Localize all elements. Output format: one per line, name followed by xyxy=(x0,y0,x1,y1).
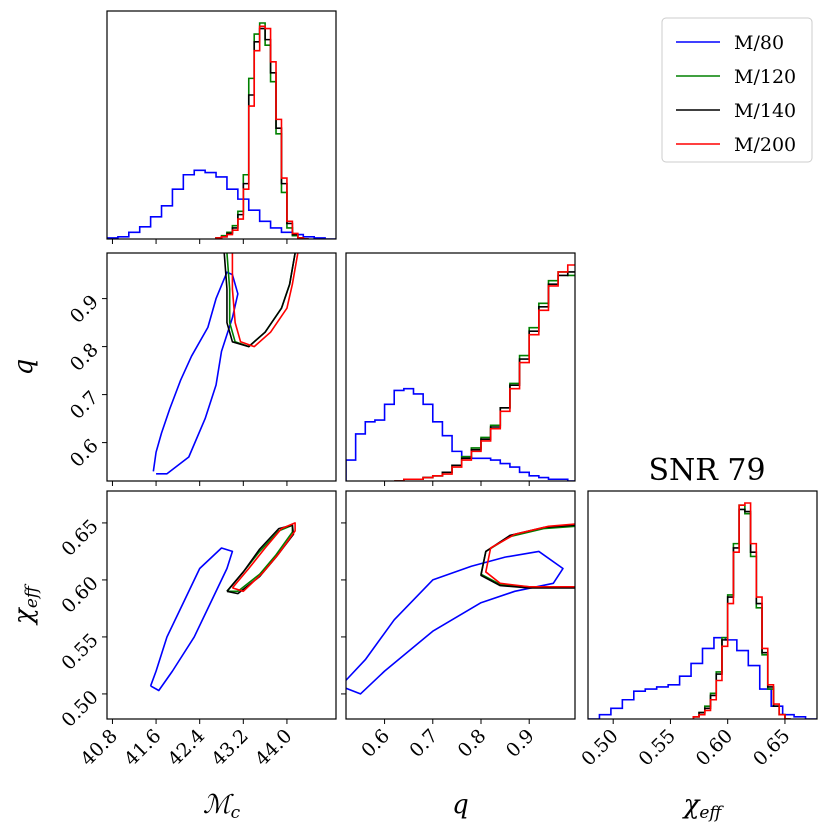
y-tick-label: 0.60 xyxy=(57,572,102,617)
histogram-q-M-140 xyxy=(394,271,575,481)
y-axis-label-subscript: eff xyxy=(22,583,42,608)
panel-frame xyxy=(106,252,337,482)
legend-box xyxy=(661,17,813,163)
x-ticks-1-0 xyxy=(111,481,288,486)
panel-frame xyxy=(345,252,576,482)
x-tick-label: 0.60 xyxy=(692,725,737,770)
x-axis-mc: 40.841.642.443.244.0 ℳc xyxy=(77,725,297,823)
contour-panel-mc-q xyxy=(106,252,337,482)
x-tick-label: 0.65 xyxy=(749,725,794,770)
x-axis-label-q: q xyxy=(452,790,469,820)
contour-M-200 xyxy=(231,522,296,593)
histogram-mc-M-200 xyxy=(215,25,309,239)
contour-M-80 xyxy=(152,271,239,475)
legend: M/80 M/120 M/140 M/200 xyxy=(661,17,813,163)
legend-label-M-140: M/140 xyxy=(734,100,796,122)
y-tick-label: 0.50 xyxy=(57,686,102,731)
x-ticks-1-1 xyxy=(384,481,530,486)
x-tick-label: 41.6 xyxy=(120,725,165,770)
contour-M-200 xyxy=(231,253,299,348)
contour-M-80 xyxy=(149,547,234,692)
y-tick-label: 0.6 xyxy=(66,435,103,472)
contour-M-140 xyxy=(223,253,296,348)
y-axis-label-q: q xyxy=(9,359,39,376)
y-tick-label: 0.7 xyxy=(66,387,103,424)
x-ticks-2-1 xyxy=(384,719,530,724)
histogram-q-M-200 xyxy=(394,264,575,481)
x-tick-label: 0.55 xyxy=(634,725,679,770)
contour-M-200 xyxy=(485,523,575,588)
x-axis-label-mc: ℳc xyxy=(203,790,241,823)
histogram-mc-M-140 xyxy=(215,27,309,239)
x-tick-label: 44.0 xyxy=(251,725,296,770)
legend-label-M-200: M/200 xyxy=(734,134,796,156)
legend-label-M-80: M/80 xyxy=(734,32,784,54)
histogram-chi-M-80 xyxy=(588,636,817,719)
contour-panel-q-chi xyxy=(345,490,576,720)
y-axis-chi: 0.50 0.55 0.60 0.65 χeff xyxy=(9,515,107,732)
contour-M-120 xyxy=(480,525,575,588)
y-tick-label: 0.55 xyxy=(57,629,102,674)
panel-frame xyxy=(587,490,818,720)
y-axis-q: 0.6 0.7 0.8 0.9 q xyxy=(9,291,107,472)
x-tick-label: 43.2 xyxy=(207,725,252,770)
x-ticks-2-2 xyxy=(612,719,786,724)
panel-frame xyxy=(345,490,576,720)
contour-panel-mc-chi xyxy=(106,490,337,720)
x-tick-label: 0.9 xyxy=(502,725,539,762)
y-axis-label-chi: χeff xyxy=(9,583,42,626)
y-tick-label: 0.65 xyxy=(57,515,102,560)
contour-M-120 xyxy=(226,524,294,593)
x-tick-label: 0.7 xyxy=(405,725,442,762)
contour-M-80 xyxy=(346,550,564,695)
plot-title: SNR 79 xyxy=(648,453,765,488)
y-tick-label: 0.8 xyxy=(66,339,103,376)
histogram-mc-M-80 xyxy=(107,169,336,239)
x-axis-label-subscript: eff xyxy=(699,803,724,823)
legend-label-M-120: M/120 xyxy=(734,66,796,88)
x-tick-label: 0.8 xyxy=(454,725,491,762)
histogram-panel-q xyxy=(345,252,576,482)
histogram-chi-M-120 xyxy=(692,504,791,719)
y-tick-label: 0.9 xyxy=(66,291,103,328)
x-ticks-0-0 xyxy=(111,239,288,244)
histogram-chi-M-200 xyxy=(692,502,791,719)
histogram-q-M-80 xyxy=(346,387,575,481)
histogram-panel-mc xyxy=(106,10,337,240)
x-axis-q: 0.6 0.7 0.8 0.9 q xyxy=(357,725,539,820)
histogram-chi-M-140 xyxy=(692,508,791,719)
x-tick-label: 42.4 xyxy=(164,725,209,770)
x-tick-label: 0.6 xyxy=(357,725,394,762)
x-tick-label: 0.50 xyxy=(577,725,622,770)
histogram-mc-M-120 xyxy=(215,22,309,239)
panel-frame xyxy=(106,490,337,720)
histogram-panel-chi xyxy=(587,490,818,720)
x-axis-chi: 0.50 0.55 0.60 0.65 χeff xyxy=(577,725,794,823)
histogram-q-M-120 xyxy=(394,271,575,481)
x-ticks-2-0 xyxy=(111,719,288,724)
x-axis-label-subscript: c xyxy=(231,803,241,823)
panel-frame xyxy=(106,10,337,240)
x-axis-label-chi: χeff xyxy=(682,790,725,823)
x-tick-label: 40.8 xyxy=(77,725,122,770)
